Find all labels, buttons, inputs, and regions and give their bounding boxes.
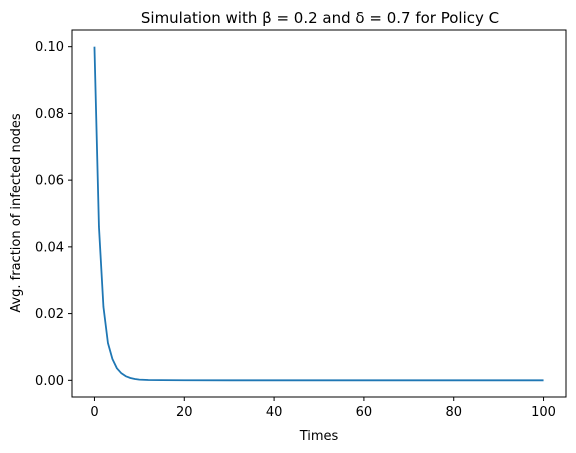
x-axis-label: Times <box>299 429 339 444</box>
x-tick-label: 0 <box>90 405 98 420</box>
series-line <box>93 46 544 382</box>
x-tick-label: 60 <box>356 405 373 420</box>
y-axis-label: Avg. fraction of infected nodes <box>9 113 24 313</box>
y-axis-ticks: 0.00 0.02 0.04 0.06 0.08 0.10 <box>35 40 72 389</box>
x-tick-label: 100 <box>531 405 556 420</box>
chart-title: Simulation with β = 0.2 and δ = 0.7 for … <box>141 9 499 27</box>
series-layer <box>93 46 544 382</box>
x-tick-label: 40 <box>266 405 283 420</box>
y-tick-label: 0.04 <box>35 240 64 255</box>
y-tick-label: 0.10 <box>35 40 64 55</box>
y-tick-label: 0.06 <box>35 174 64 189</box>
plot-frame <box>71 29 567 398</box>
y-tick-label: 0.02 <box>35 307 64 322</box>
x-axis-ticks: 0 20 40 60 80 100 <box>90 397 556 420</box>
x-tick-label: 80 <box>445 405 462 420</box>
x-tick-label: 20 <box>176 405 193 420</box>
y-tick-label: 0.08 <box>35 107 64 122</box>
y-tick-label: 0.00 <box>35 374 64 389</box>
plot-area <box>71 29 567 398</box>
